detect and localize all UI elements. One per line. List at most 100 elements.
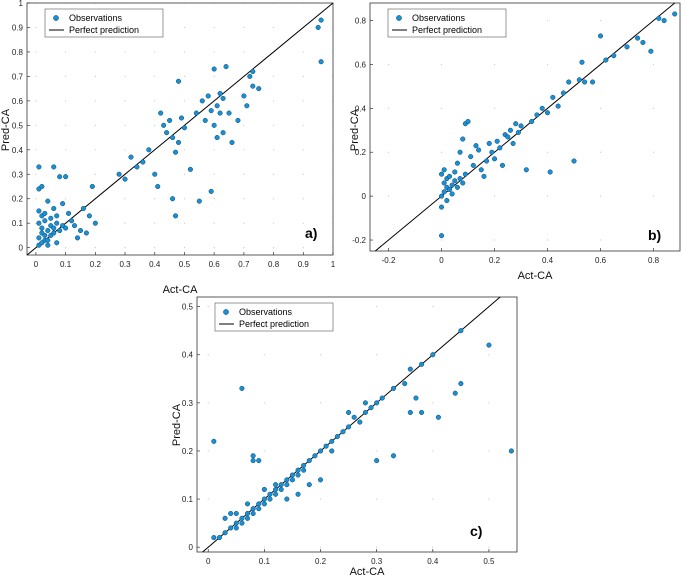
data-point (216, 535, 223, 541)
data-point (233, 520, 239, 526)
grid-dot (263, 546, 265, 548)
data-point (529, 118, 535, 125)
grid-dot (376, 498, 378, 500)
data-point (315, 24, 321, 31)
y-axis-label: Pred-CA (0, 108, 12, 151)
data-point (468, 154, 474, 160)
data-point (597, 33, 604, 39)
grid-dot (302, 124, 304, 126)
data-point (518, 123, 524, 129)
data-point (267, 491, 273, 497)
grid-dot (207, 450, 209, 452)
y-tick-label: 0.6 (12, 97, 24, 106)
grid-dot (272, 26, 275, 29)
data-point (233, 510, 239, 517)
data-point (42, 210, 48, 216)
data-point (368, 405, 374, 411)
legend-box (214, 302, 334, 332)
data-point (57, 174, 63, 180)
grid-dot (302, 222, 304, 224)
data-point (449, 191, 455, 197)
grid-dot (207, 354, 209, 356)
data-point (441, 167, 447, 173)
data-point (390, 453, 397, 459)
data-point (250, 68, 256, 75)
data-point (494, 138, 500, 144)
x-tick-label: -0.2 (382, 256, 396, 265)
data-point (318, 17, 324, 23)
grid-dot (183, 198, 186, 200)
legend-observations: Observations (239, 307, 293, 317)
data-point (241, 93, 247, 99)
data-point (566, 79, 572, 85)
data-point (128, 154, 134, 160)
data-point (36, 235, 42, 241)
grid-dot (124, 149, 126, 151)
legend-observations: Observations (412, 13, 466, 23)
data-point (51, 205, 57, 212)
grid-dot (387, 63, 390, 66)
data-point (239, 515, 245, 521)
y-tick-label: 0.2 (12, 195, 24, 204)
grid-dot (213, 26, 215, 29)
grid-dot (94, 149, 96, 151)
data-point (346, 409, 352, 416)
data-point (611, 53, 617, 59)
data-point (77, 227, 84, 234)
grid-dot (213, 51, 215, 53)
data-point (273, 491, 279, 497)
grid-dot (243, 100, 245, 102)
grid-dot (376, 546, 378, 548)
data-point (54, 213, 60, 219)
data-point (39, 183, 45, 190)
legend-perfect-prediction: Perfect prediction (239, 319, 309, 329)
data-point (273, 486, 279, 493)
grid-dot (432, 546, 434, 548)
grid-dot (35, 75, 37, 77)
grid-dot (319, 354, 322, 356)
data-point (390, 385, 397, 391)
grid-dot (546, 239, 549, 241)
data-point (457, 149, 463, 155)
data-point (571, 158, 577, 164)
y-tick-label: 0.4 (182, 351, 194, 360)
data-point (560, 90, 566, 96)
data-point (220, 130, 226, 136)
x-tick-label: 0.4 (542, 256, 554, 265)
x-tick-label: 0.2 (489, 256, 501, 265)
x-tick-label: 0.1 (259, 557, 271, 566)
data-point (92, 220, 98, 226)
grid-dot (302, 173, 304, 175)
data-point (208, 188, 214, 194)
data-point (441, 189, 447, 195)
data-point (228, 510, 234, 517)
x-tick-label: 0 (34, 260, 39, 269)
data-point (51, 164, 57, 170)
data-point (334, 433, 340, 440)
grid-dot (124, 247, 126, 249)
data-point (329, 438, 335, 444)
data-point (140, 159, 146, 165)
data-point (484, 158, 490, 164)
grid-dot (546, 63, 549, 66)
grid-dot (65, 75, 67, 77)
data-point (45, 237, 51, 243)
data-point (289, 477, 295, 483)
data-point (267, 496, 273, 502)
grid-dot (65, 198, 67, 200)
data-point (60, 201, 66, 207)
x-tick-label: 0.6 (595, 256, 607, 265)
grid-dot (154, 75, 156, 77)
data-point (235, 117, 241, 123)
data-point (301, 467, 307, 473)
y-tick-label: 0.2 (355, 148, 367, 157)
grid-dot (493, 195, 496, 197)
grid-dot (319, 546, 322, 548)
data-point (284, 482, 290, 488)
grid-dot (272, 124, 275, 126)
data-point (284, 496, 290, 502)
data-point (402, 381, 408, 387)
grid-dot (183, 222, 186, 224)
data-point (71, 223, 78, 229)
